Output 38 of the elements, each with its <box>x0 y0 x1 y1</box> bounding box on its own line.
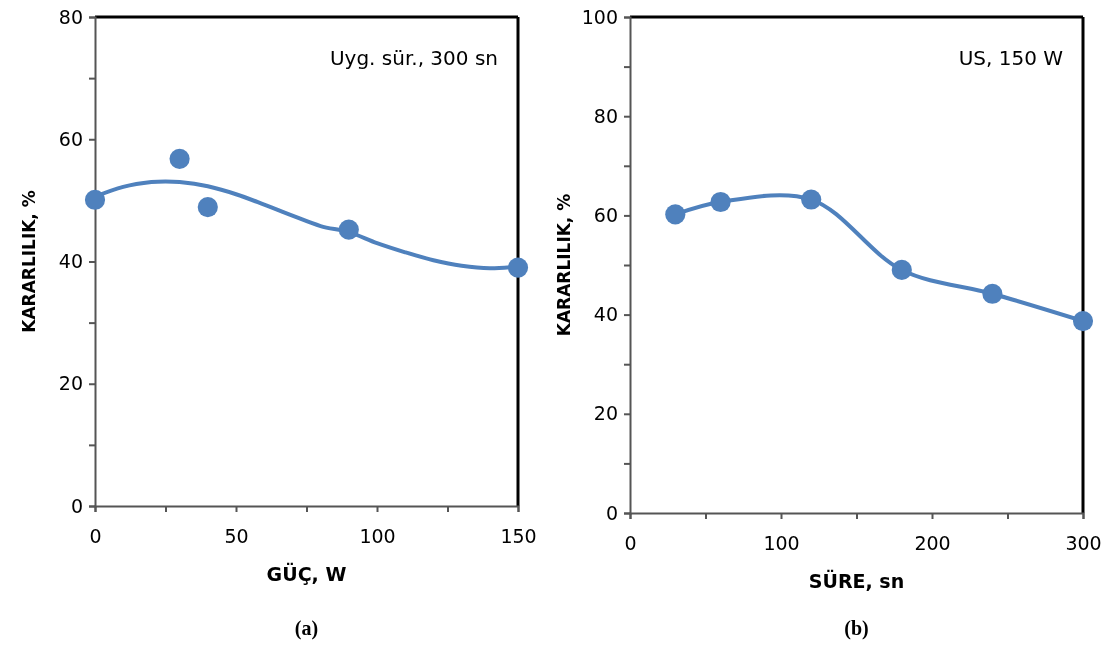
y-tick-label: 0 <box>605 501 618 524</box>
y-tick-label: 40 <box>593 303 618 326</box>
y-axis-title: KARARLILIK, % <box>19 190 39 333</box>
y-tick-label: 20 <box>593 402 618 425</box>
point <box>665 204 686 225</box>
text: (b) <box>844 617 869 640</box>
point <box>801 189 822 210</box>
y-tick-label: 100 <box>581 5 618 28</box>
x-tick-label: 0 <box>89 525 102 548</box>
x-axis-title: SÜRE, sn <box>808 569 905 592</box>
point <box>710 191 731 213</box>
x-tick-label: 100 <box>763 532 800 555</box>
point <box>1072 310 1094 332</box>
x-tick-label: 200 <box>914 532 951 555</box>
x-tick-label: 0 <box>624 532 637 555</box>
y-tick-label: 80 <box>593 104 618 127</box>
point <box>338 219 359 240</box>
x-tick-label: 150 <box>500 525 537 548</box>
point <box>197 197 218 218</box>
x-axis-title: GÜÇ, W <box>266 562 347 585</box>
y-tick-label: 40 <box>58 250 83 273</box>
point <box>169 148 190 169</box>
x-tick-label: 50 <box>224 525 249 548</box>
x-tick-label: 300 <box>1065 532 1102 555</box>
y-tick-label: 60 <box>58 127 83 150</box>
annotation: US, 150 W <box>958 46 1064 70</box>
text: (a) <box>294 617 319 640</box>
y-axis-title: KARARLILIK, % <box>554 193 574 337</box>
annotation: Uyg. sür., 300 sn <box>329 46 498 70</box>
y-tick-label: 20 <box>58 372 83 395</box>
point <box>507 257 529 278</box>
y-tick-label: 60 <box>593 203 618 226</box>
y-tick-label: 0 <box>70 494 83 517</box>
y-tick-label: 80 <box>58 5 83 28</box>
point <box>84 189 106 210</box>
point <box>982 283 1003 304</box>
point <box>891 259 912 281</box>
x-tick-label: 100 <box>359 525 396 548</box>
